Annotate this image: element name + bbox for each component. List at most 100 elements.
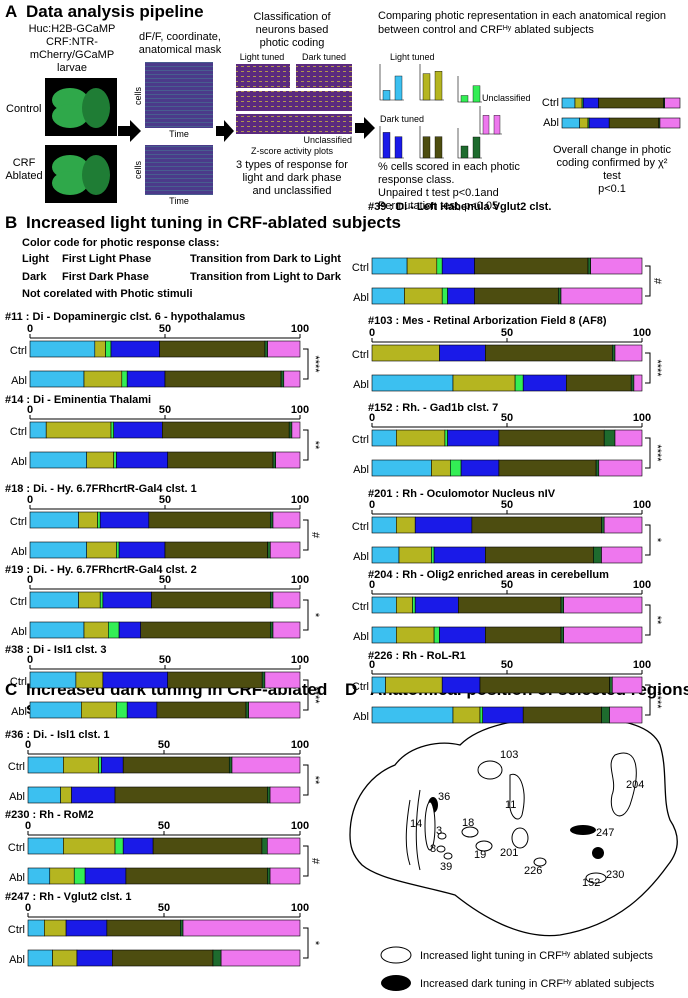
- tick-label: 100: [291, 902, 309, 914]
- bar-segment: [121, 370, 128, 388]
- bar-segment: [371, 516, 397, 534]
- legend-light: [380, 946, 412, 964]
- bar-segment: [452, 706, 481, 724]
- bar-segment: [431, 459, 451, 477]
- step-text: and unclassified: [253, 185, 332, 197]
- region-label: 247: [596, 827, 614, 839]
- bar-segment: [118, 621, 141, 639]
- bar-segment: [106, 919, 181, 937]
- text-part: Increased dark tuning in CRF: [420, 978, 563, 990]
- bar-segment: [371, 546, 400, 564]
- bar-segment: [633, 374, 643, 392]
- text-part: ablated subjects: [575, 978, 655, 990]
- bar-segment: [452, 374, 516, 392]
- bar-segment: [102, 671, 169, 689]
- brain-outline: [405, 799, 411, 866]
- text-part: Increased light tuning in CRF: [420, 950, 562, 962]
- tick-label: 0: [27, 654, 33, 666]
- panel-letter: D: [345, 680, 357, 699]
- mini-label: Unclassified: [482, 93, 531, 103]
- bar-segment: [122, 756, 230, 774]
- region-light: [533, 857, 547, 867]
- step-text: light and dark phase: [242, 172, 341, 184]
- bar-segment: [291, 421, 301, 439]
- bar-segment: [395, 516, 416, 534]
- bar-segment: [514, 374, 524, 392]
- step-text: Classification of: [253, 11, 331, 23]
- step-text: photic coding: [260, 37, 325, 49]
- region-light: [509, 773, 525, 820]
- region-title: #19 : Di. - Hy. 6.7FRhcrtR-Gal4 clst. 2: [5, 564, 197, 576]
- significance-bracket: [303, 519, 309, 551]
- region-title: #103 : Mes - Retinal Arborization Field …: [368, 315, 607, 327]
- significance: #: [309, 858, 321, 865]
- row-label: Abl: [543, 117, 559, 129]
- significance-bracket: [645, 684, 651, 716]
- mini-bar: [394, 75, 403, 101]
- region-dark: [592, 847, 604, 859]
- tick-label: 0: [25, 739, 31, 751]
- text-part: ablated subjects: [514, 24, 594, 36]
- bar-segment: [560, 287, 643, 305]
- region-light: [436, 845, 446, 853]
- bar-segment: [588, 117, 610, 129]
- step-text: Comparing photic representation in each …: [378, 10, 666, 22]
- bar-segment: [52, 949, 78, 967]
- bar-segment: [441, 287, 448, 305]
- heatmap: [145, 62, 213, 128]
- bar-segment: [99, 511, 150, 529]
- tick-label: 100: [633, 327, 651, 339]
- row-label: Ctrl: [352, 434, 369, 446]
- significance: ****: [651, 444, 663, 462]
- bar-segment: [439, 344, 486, 362]
- legend-text: Increased light tuning in CRFHy ablated …: [420, 950, 653, 962]
- bar-segment: [71, 786, 116, 804]
- bar-segment: [114, 837, 124, 855]
- legend-entry: Light: [22, 253, 49, 265]
- bar-segment: [601, 706, 610, 724]
- bar-segment: [614, 344, 643, 362]
- bar-segment: [162, 421, 290, 439]
- bar-segment: [159, 340, 266, 358]
- bar-segment: [385, 676, 443, 694]
- bar-segment: [601, 546, 643, 564]
- region-dark: [570, 825, 596, 835]
- row-label: Ctrl: [8, 842, 25, 854]
- bar-segment: [27, 786, 61, 804]
- bar-segment: [76, 949, 113, 967]
- bar-segment: [180, 919, 184, 937]
- tick-label: 100: [633, 659, 651, 671]
- text-part: ablated subjects: [573, 950, 653, 962]
- bar-segment: [86, 541, 117, 559]
- bar-segment: [444, 429, 448, 447]
- bar-segment: [29, 541, 88, 559]
- bar-segment: [140, 621, 271, 639]
- bar-segment: [269, 867, 301, 885]
- bar-segment: [267, 867, 271, 885]
- significance: ****: [651, 691, 663, 709]
- region-label: 3: [436, 825, 442, 837]
- bar-segment: [86, 451, 114, 469]
- tick-label: 100: [633, 499, 651, 511]
- tick-label: 0: [25, 902, 31, 914]
- bar-segment: [482, 706, 524, 724]
- mini-bar: [422, 73, 431, 101]
- tick-label: 50: [159, 323, 171, 335]
- tick-label: 100: [291, 574, 309, 586]
- bar-segment: [101, 756, 124, 774]
- heatmap-label: Dark tuned: [302, 52, 346, 62]
- legend-entry: Transition from Dark to Light: [190, 253, 341, 265]
- bar-segment: [122, 837, 154, 855]
- bar-segment: [598, 97, 664, 109]
- bar-segment: [479, 676, 610, 694]
- bar-segment: [441, 676, 481, 694]
- tick-label: 50: [159, 574, 171, 586]
- step-text: 3 types of response for: [236, 159, 348, 171]
- bar-segment: [97, 511, 101, 529]
- bar-segment: [447, 287, 475, 305]
- legend-entry: Transition from Light to Dark: [190, 271, 342, 283]
- significance-bracket: [303, 845, 309, 877]
- legend-entry: First Dark Phase: [62, 271, 149, 283]
- row-label: Ctrl: [352, 521, 369, 533]
- bar-segment: [269, 511, 274, 529]
